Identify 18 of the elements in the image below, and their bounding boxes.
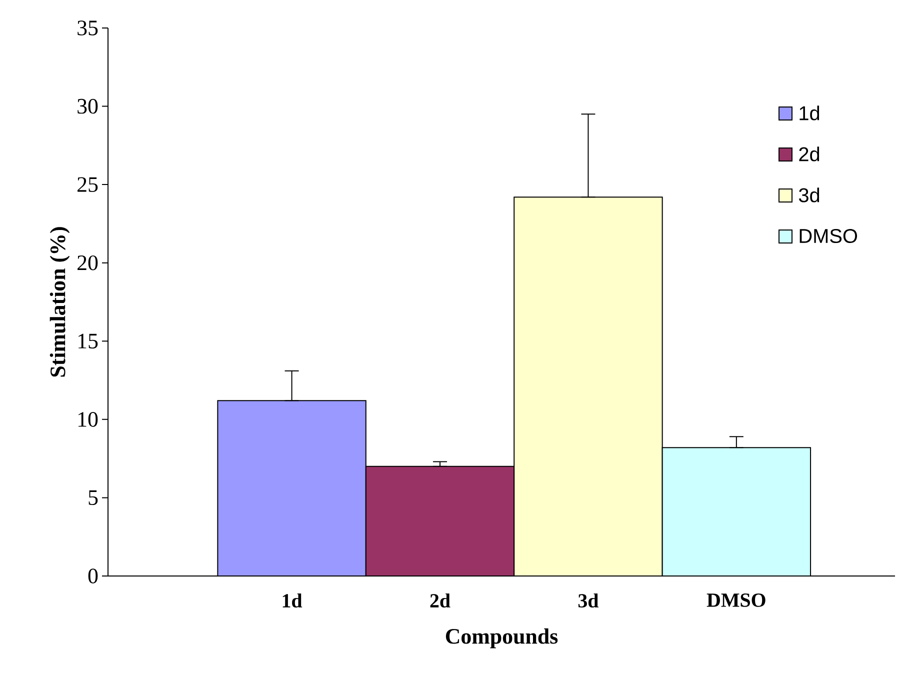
x-tick-label: 2d: [430, 594, 450, 608]
y-tick-label: 5: [88, 490, 98, 505]
x-axis-title: Compounds: [446, 628, 558, 648]
legend-label: 1d: [800, 106, 820, 120]
y-tick-label: 15: [78, 334, 98, 348]
legend-label: 3d: [798, 188, 820, 202]
x-tick-label: 3d: [578, 594, 599, 608]
x-tick-label: DMSO: [706, 594, 766, 607]
y-tick-label: 20: [78, 255, 98, 270]
legend-label: DMSO: [800, 228, 858, 244]
y-tick-label: 10: [78, 412, 98, 427]
y-tick-label: 25: [78, 177, 98, 192]
y-axis-title: Stimulation (%): [50, 227, 70, 377]
legend-label: 2d: [799, 146, 820, 162]
y-tick-label: 0: [88, 568, 98, 584]
y-tick-label: 30: [78, 98, 98, 114]
y-tick-label: 35: [78, 20, 98, 36]
x-tick-label: 1d: [282, 594, 302, 608]
